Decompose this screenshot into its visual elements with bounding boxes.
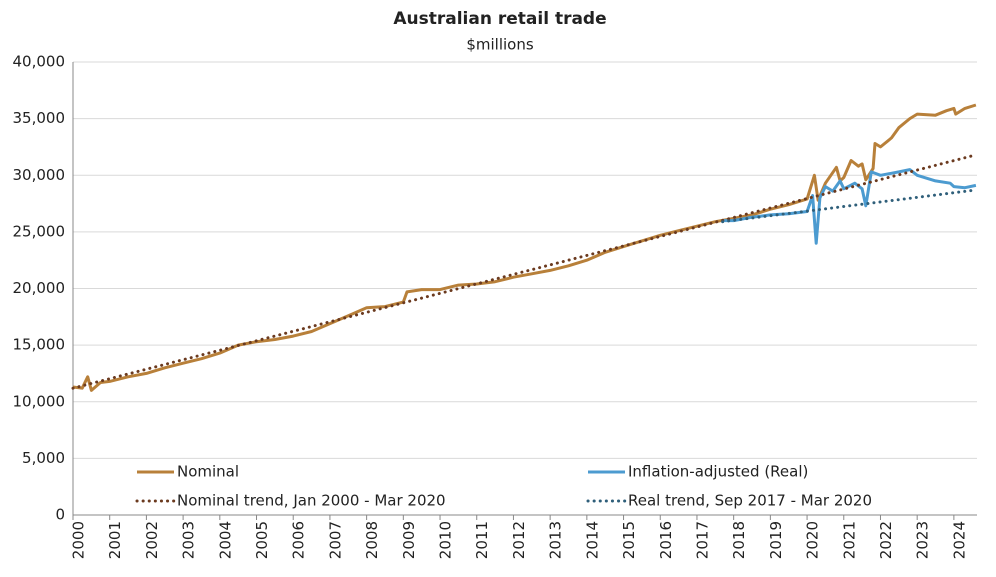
- chart-title: Australian retail trade: [393, 9, 606, 29]
- y-tick-label: 25,000: [13, 222, 66, 240]
- x-tick-label: 2016: [657, 521, 675, 559]
- y-tick-label: 20,000: [13, 279, 66, 297]
- series-line: [71, 153, 978, 390]
- x-tick-label: 2022: [877, 521, 895, 559]
- y-tick-label: 30,000: [13, 166, 66, 184]
- legend-label: Inflation-adjusted (Real): [628, 463, 808, 481]
- x-tick-label: 2003: [180, 521, 198, 559]
- x-tick-label: 2012: [510, 521, 528, 559]
- x-tick-label: 2008: [363, 521, 381, 559]
- series-line: [72, 103, 977, 392]
- x-tick-label: 2011: [473, 521, 491, 559]
- x-tick-label: 2009: [400, 521, 418, 559]
- x-tick-label: 2024: [950, 521, 968, 559]
- x-tick-label: 2015: [620, 521, 638, 559]
- y-tick-label: 15,000: [13, 336, 66, 354]
- y-tick-label: 5,000: [22, 449, 65, 467]
- x-tick-label: 2005: [253, 521, 271, 559]
- x-tick-label: 2014: [583, 521, 601, 559]
- x-tick-label: 2006: [290, 521, 308, 559]
- x-tick-label: 2001: [106, 521, 124, 559]
- x-tick-label: 2010: [437, 521, 455, 559]
- x-tick-label: 2004: [216, 521, 234, 559]
- x-tick-label: 2020: [804, 521, 822, 559]
- series-line: [722, 168, 977, 245]
- series-line: [721, 188, 978, 224]
- y-tick-label: 0: [55, 506, 65, 524]
- x-tick-label: 2007: [326, 521, 344, 559]
- y-tick-label: 35,000: [13, 109, 66, 127]
- x-tick-label: 2019: [767, 521, 785, 559]
- x-tick-label: 2018: [730, 521, 748, 559]
- x-tick-label: 2023: [914, 521, 932, 559]
- legend-label: Nominal: [177, 463, 239, 481]
- x-tick-label: 2017: [693, 521, 711, 559]
- x-tick-label: 2013: [547, 521, 565, 559]
- chart-subtitle: $millions: [466, 36, 534, 54]
- y-tick-label: 40,000: [13, 53, 66, 71]
- x-tick-label: 2021: [840, 521, 858, 559]
- legend-label: Real trend, Sep 2017 - Mar 2020: [628, 492, 872, 510]
- x-tick-label: 2002: [143, 521, 161, 559]
- x-tick-label: 2000: [70, 521, 88, 559]
- legend-label: Nominal trend, Jan 2000 - Mar 2020: [177, 492, 446, 510]
- y-tick-label: 10,000: [13, 392, 66, 410]
